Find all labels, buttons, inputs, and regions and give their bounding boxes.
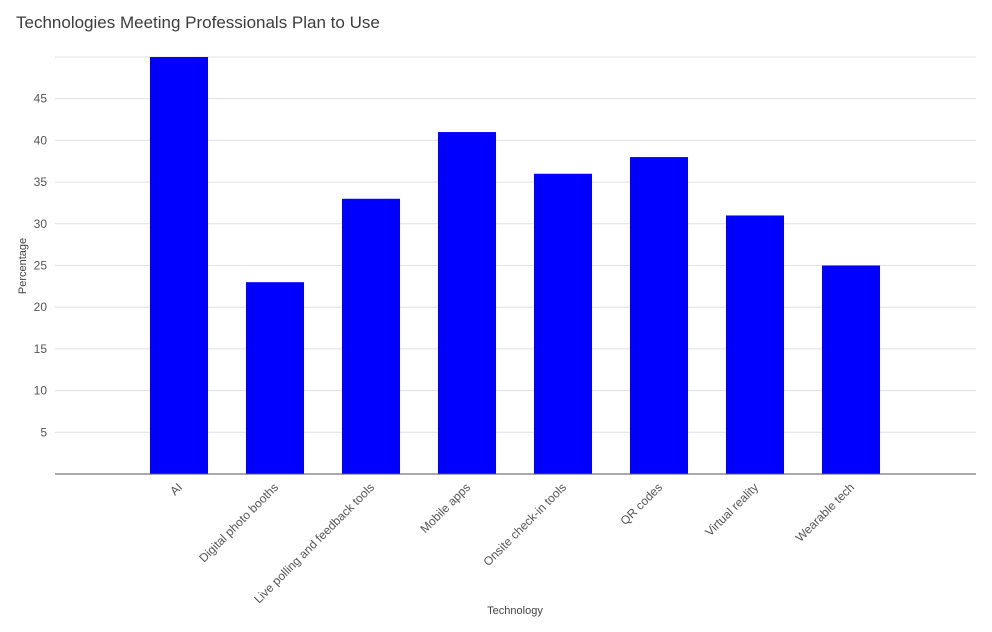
- x-axis-title: Technology: [487, 605, 543, 617]
- x-tick-label: QR codes: [617, 480, 665, 528]
- bar[interactable]: [438, 132, 496, 474]
- x-tick-label: Virtual reality: [702, 480, 761, 539]
- y-tick-label: 40: [34, 133, 48, 147]
- chart-title: Technologies Meeting Professionals Plan …: [16, 13, 380, 32]
- x-tick-label: AI: [167, 480, 185, 498]
- y-tick-label: 10: [34, 384, 48, 398]
- x-tick-label: Mobile apps: [417, 480, 473, 536]
- x-tick-label: Onsite check-in tools: [480, 480, 569, 569]
- bar[interactable]: [150, 57, 208, 474]
- bar[interactable]: [534, 173, 592, 474]
- bar[interactable]: [246, 282, 304, 474]
- y-tick-label: 20: [34, 300, 48, 314]
- bar[interactable]: [822, 265, 880, 475]
- x-tick-label: Wearable tech: [793, 480, 857, 544]
- bar[interactable]: [342, 198, 400, 474]
- y-tick-label: 35: [34, 175, 48, 189]
- x-tick-label: Digital photo booths: [196, 480, 281, 565]
- bar[interactable]: [726, 215, 784, 474]
- y-tick-label: 30: [34, 217, 48, 231]
- y-tick-label: 5: [40, 425, 47, 439]
- bar[interactable]: [630, 157, 688, 474]
- y-tick-label: 15: [34, 342, 48, 356]
- y-tick-label: 45: [34, 92, 48, 106]
- y-tick-label: 25: [34, 259, 48, 273]
- bars: [150, 57, 880, 474]
- y-axis-title: Percentage: [17, 238, 29, 294]
